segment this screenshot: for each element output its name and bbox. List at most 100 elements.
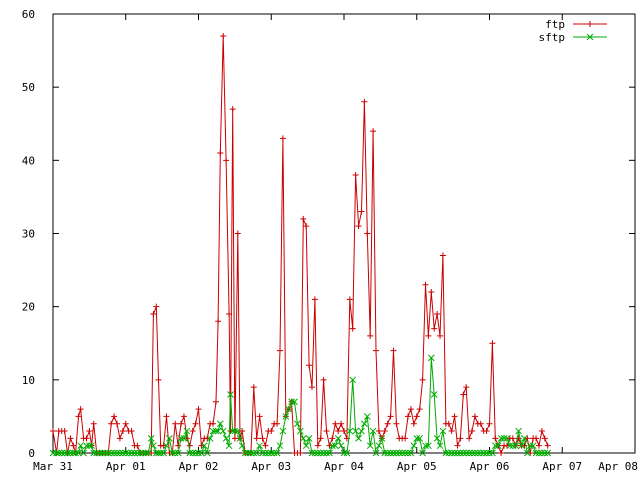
x-tick-label: Apr 01	[106, 460, 146, 473]
x-tick-label: Apr 02	[179, 460, 219, 473]
sftp-point	[183, 427, 191, 435]
ftp-point	[460, 391, 467, 398]
sftp-point	[454, 449, 461, 457]
sftp-point	[378, 435, 386, 442]
ftp-point	[375, 428, 382, 435]
sftp-point	[102, 449, 109, 457]
sftp-point	[465, 449, 473, 457]
ftp-point	[50, 428, 56, 435]
sftp-point	[387, 449, 394, 457]
ftp-point	[425, 332, 432, 339]
ftp-point	[155, 376, 162, 383]
ftp-point	[410, 420, 417, 427]
sftp-point	[521, 435, 528, 442]
sftp-point	[334, 435, 342, 442]
ftp-point	[384, 420, 391, 427]
sftp-point	[88, 442, 95, 450]
sftp-point	[186, 449, 194, 457]
sftp-point	[142, 449, 150, 457]
sftp-point	[282, 413, 290, 420]
sftp-point	[425, 442, 432, 450]
sftp-point	[113, 449, 121, 457]
ftp-point	[119, 428, 126, 435]
sftp-point	[419, 449, 426, 457]
ftp-point	[422, 281, 429, 288]
sftp-point	[323, 449, 330, 457]
sftp-point	[407, 449, 415, 457]
ftp-point	[509, 435, 516, 442]
ftp-point	[297, 450, 304, 456]
ftp-point	[210, 420, 217, 427]
ftp-point	[535, 442, 542, 449]
sftp-point	[64, 449, 71, 457]
ftp-point	[338, 420, 345, 427]
sftp-point	[291, 398, 298, 406]
y-tick-label: 0	[28, 447, 35, 460]
sftp-point	[107, 449, 115, 457]
ftp-point	[308, 384, 315, 391]
ftp-point	[204, 435, 211, 442]
sftp-point	[212, 427, 220, 435]
sftp-point	[171, 449, 179, 457]
ftp-point	[229, 106, 236, 113]
ftp-point	[186, 442, 193, 449]
sftp-point	[468, 449, 476, 457]
sftp-point	[506, 442, 514, 450]
sftp-point	[229, 427, 237, 435]
sftp-point	[195, 449, 202, 457]
ftp-point	[150, 310, 157, 317]
ftp-point	[471, 413, 478, 420]
y-tick-label: 20	[22, 301, 35, 314]
ftp-point	[180, 413, 187, 420]
ftp-point	[477, 420, 484, 427]
sftp-point	[491, 442, 499, 450]
ftp-point	[521, 442, 528, 449]
sftp-point	[134, 449, 141, 457]
sftp-point	[247, 449, 255, 457]
ftp-point	[329, 435, 336, 442]
ftp-point	[445, 420, 452, 427]
sftp-point	[253, 449, 261, 457]
sftp-point	[457, 449, 464, 457]
legend-marker-ftp	[587, 21, 593, 27]
ftp-point	[189, 428, 196, 435]
sftp-point	[83, 442, 90, 450]
x-tick-label: Apr 08	[598, 460, 638, 473]
sftp-point	[430, 391, 438, 398]
ftp-point	[256, 413, 263, 420]
ftp-point	[407, 406, 414, 413]
ftp-point	[67, 435, 74, 442]
ftp-point	[223, 157, 230, 164]
sftp-point	[439, 427, 447, 435]
ftp-point	[111, 413, 118, 420]
sftp-point	[515, 427, 522, 435]
ftp-point	[355, 223, 362, 230]
ftp-point	[231, 435, 238, 442]
ftp-point	[192, 420, 199, 427]
sftp-point	[131, 449, 138, 457]
sftp-point	[150, 442, 157, 450]
sftp-point	[160, 449, 167, 457]
sftp-point	[227, 391, 234, 398]
ftp-point	[86, 428, 93, 435]
ftp-point	[274, 420, 281, 427]
sftp-point	[80, 449, 87, 457]
ftp-point	[122, 420, 129, 427]
ftp-line	[52, 35, 549, 455]
ftp-point	[212, 398, 219, 405]
sftp-point	[352, 427, 359, 435]
ftp-point	[220, 32, 227, 39]
x-tick-label: Mar 31	[33, 460, 73, 473]
ftp-point	[373, 347, 380, 354]
ftp-point	[226, 310, 233, 317]
sftp-point	[206, 435, 214, 442]
sftp-point	[166, 435, 173, 442]
sftp-point	[116, 449, 124, 457]
sftp-point	[494, 442, 502, 450]
sftp-point	[90, 449, 98, 457]
ftp-point	[419, 376, 426, 383]
sftp-point	[404, 449, 412, 457]
sftp-point	[427, 354, 435, 362]
ftp-point	[463, 384, 470, 391]
sftp-point	[395, 449, 403, 457]
